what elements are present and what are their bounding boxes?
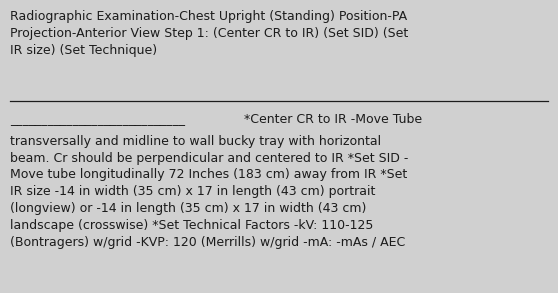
Text: ____________________________: ____________________________: [10, 113, 185, 126]
Text: Radiographic Examination-Chest Upright (Standing) Position-PA
Projection-Anterio: Radiographic Examination-Chest Upright (…: [10, 10, 408, 57]
Text: *Center CR to IR -Move Tube: *Center CR to IR -Move Tube: [240, 113, 422, 126]
Text: transversally and midline to wall bucky tray with horizontal
beam. Cr should be : transversally and midline to wall bucky …: [10, 135, 408, 248]
